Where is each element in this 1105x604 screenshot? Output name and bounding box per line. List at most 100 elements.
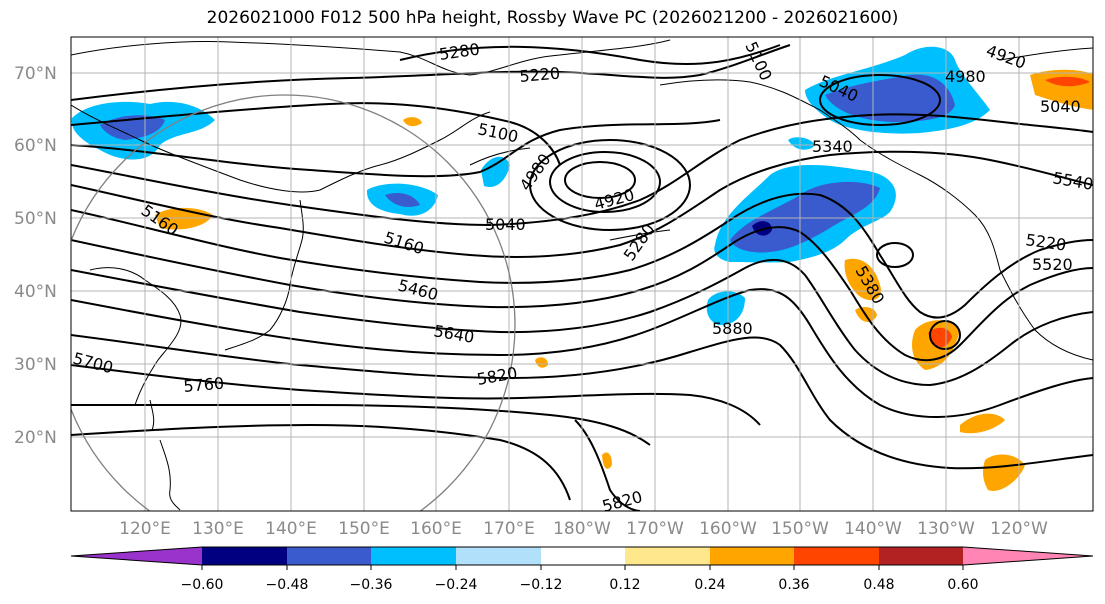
colorbar-tick-label: 0.12	[609, 577, 640, 593]
lon-label: 130°E	[192, 519, 244, 539]
lon-label: 170°W	[626, 519, 684, 539]
pos-anomaly-region	[844, 258, 881, 301]
contour-label: 4920	[984, 41, 1029, 73]
height-contour	[71, 404, 651, 446]
contour-label: 5040	[1040, 97, 1081, 116]
low-center-contour	[819, 74, 941, 126]
latitude-labels: 70°N 60°N 50°N 40°N 30°N 20°N	[14, 64, 57, 448]
lon-label: 160°W	[699, 519, 757, 539]
radius-circle	[71, 94, 516, 511]
height-contour	[71, 334, 1093, 470]
coastline	[89, 267, 182, 406]
contour-label: 5700	[71, 349, 115, 378]
colorbar-tick-label: 0.60	[947, 577, 978, 593]
coastline	[469, 147, 531, 166]
colorbar-tick-label: −0.12	[520, 577, 563, 593]
lat-label: 30°N	[14, 355, 57, 375]
map-frame	[70, 36, 1094, 512]
contour-label: 5280	[438, 39, 481, 63]
neg-anomaly-core	[385, 193, 420, 207]
colorbar-tick-label: 0.24	[694, 577, 725, 593]
contour-label: 5340	[812, 137, 853, 156]
height-contour	[71, 119, 721, 178]
colorbar-segment	[202, 547, 287, 565]
lon-label: 170°E	[483, 519, 535, 539]
height-contours	[71, 44, 1093, 511]
height-contour	[71, 288, 1093, 418]
pos-anomaly-region	[602, 452, 612, 469]
lat-label: 50°N	[14, 209, 57, 229]
low-center-contour	[564, 161, 636, 199]
gridlines	[71, 37, 1093, 511]
colorbar-tick-label: −0.60	[181, 577, 224, 593]
lon-label: 130°W	[917, 519, 975, 539]
colorbar-tick-label: 0.36	[778, 577, 809, 593]
pos-anomaly-region	[960, 413, 1005, 434]
coastline	[71, 39, 671, 76]
height-contour	[71, 150, 1093, 258]
height-contour	[574, 419, 641, 511]
contour-label: 5160	[382, 228, 427, 259]
lon-label: 160°E	[410, 519, 462, 539]
colorbar-segment	[71, 547, 202, 565]
contour-label: 5820	[475, 363, 518, 389]
height-contour	[71, 364, 761, 426]
pos-anomaly-region	[403, 117, 422, 127]
colorbar-segment	[371, 547, 456, 565]
lon-label: 150°E	[338, 519, 390, 539]
colorbar-tick-label: −0.24	[435, 577, 478, 593]
contour-label: 5540	[1051, 168, 1094, 194]
pos-anomaly-region	[535, 357, 548, 368]
lon-label: 120°W	[990, 519, 1048, 539]
neg-anomaly-region	[481, 156, 510, 188]
colorbar-segment	[541, 547, 625, 565]
colorbar-tick-label: 0.48	[863, 577, 894, 593]
height-contour	[71, 423, 571, 501]
neg-anomaly-region	[706, 291, 745, 326]
contour-label: 5880	[712, 319, 753, 338]
contour-label: 5820	[600, 487, 644, 516]
neg-anomaly-core	[730, 181, 880, 253]
map-panel: 5280 5220 5100 5040 4920 4980 5160 5040 …	[71, 37, 1094, 516]
lat-label: 60°N	[14, 136, 57, 156]
coastline	[159, 439, 181, 511]
height-contour	[71, 226, 1093, 362]
colorbar-segment	[625, 547, 710, 565]
colorbar-segment	[456, 547, 541, 565]
coastlines	[71, 39, 1093, 511]
coastline	[659, 79, 1001, 271]
contour-label: 5220	[1024, 230, 1067, 254]
colorbar-segment	[287, 547, 371, 565]
colorbar-tick-label: −0.48	[266, 577, 309, 593]
height-contour	[399, 44, 781, 65]
colorbar-tick-labels: −0.60 −0.48 −0.36 −0.24 −0.12 0.12 0.24 …	[181, 577, 979, 593]
lon-label: 140°W	[844, 519, 902, 539]
contour-label: 4980	[945, 67, 986, 86]
height-contour	[71, 258, 1093, 387]
map-title: 2026021000 F012 500 hPa height, Rossby W…	[206, 8, 899, 28]
contour-label: 5220	[519, 64, 561, 86]
lon-label: 120°E	[119, 519, 171, 539]
lon-label: 140°E	[265, 519, 317, 539]
neg-anomaly-region	[788, 137, 815, 150]
height-contour	[71, 102, 561, 166]
contour-label: 5040	[485, 215, 526, 234]
colorbar: −0.60 −0.48 −0.36 −0.24 −0.12 0.12 0.24 …	[70, 546, 1094, 593]
coastline	[71, 104, 491, 193]
coastline	[609, 229, 671, 241]
longitude-labels: 120°E 130°E 140°E 150°E 160°E 170°E 180°…	[119, 519, 1048, 539]
lat-label: 70°N	[14, 64, 57, 84]
colorbar-segment	[963, 547, 1093, 565]
low-center-contour	[549, 151, 661, 213]
height-contour	[71, 192, 1093, 319]
colorbar-segment	[879, 547, 963, 565]
pos-anomaly-region	[983, 454, 1025, 491]
coastline	[999, 47, 1093, 61]
pos-anomaly-core	[1045, 76, 1090, 87]
lat-label: 20°N	[14, 428, 57, 448]
low-center-contour	[529, 139, 691, 231]
colorbar-segment	[794, 547, 879, 565]
height-contour	[71, 113, 1093, 227]
low-center-contour	[929, 320, 961, 350]
